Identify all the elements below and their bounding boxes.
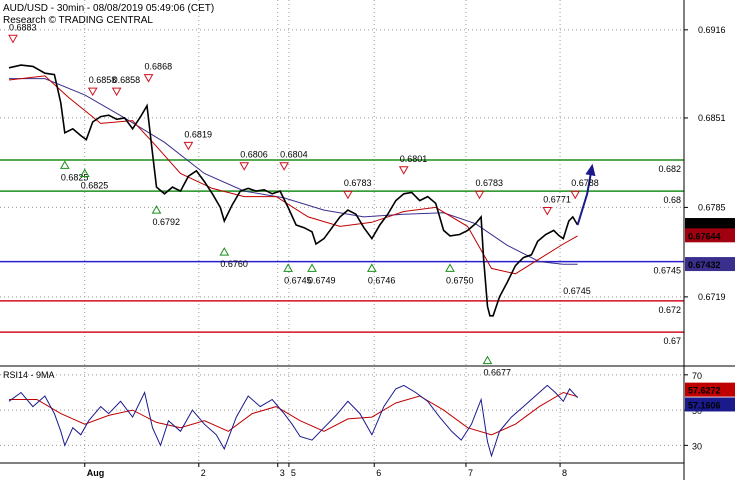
price-badge-label: 0.67644 bbox=[688, 231, 721, 241]
price-badge-label: 0.6772 bbox=[688, 221, 716, 231]
forecast-arrowhead bbox=[585, 163, 596, 177]
chart-title: AUD/USD - 30min - 08/08/2019 05:49:06 (C… bbox=[3, 3, 214, 14]
price-badge-label: 0.67432 bbox=[688, 260, 721, 270]
rsi-badge-label: 57.1606 bbox=[688, 400, 721, 410]
trough-marker bbox=[283, 263, 293, 272]
price-tick-label: 0.6785 bbox=[698, 202, 726, 212]
rsi-badge-label: 57.6272 bbox=[688, 386, 721, 396]
trough-label: 0.6750 bbox=[446, 275, 474, 285]
time-tick-label: 2 bbox=[201, 468, 206, 478]
peak-marker bbox=[143, 74, 154, 83]
level-label: 0.67 bbox=[663, 336, 681, 346]
peak-label: 0.6783 bbox=[476, 178, 504, 188]
ma-fast-line bbox=[8, 75, 578, 275]
peak-marker bbox=[183, 141, 194, 151]
peak-label: 0.6804 bbox=[280, 150, 308, 160]
peak-marker bbox=[398, 166, 409, 175]
time-axis: Aug 2 3 5 6 7 8 bbox=[84, 463, 567, 478]
peak-label: 0.6801 bbox=[400, 154, 428, 164]
peak-marker bbox=[87, 87, 98, 97]
peak-label: 0.6819 bbox=[184, 129, 212, 139]
price-badge-ma_slow bbox=[685, 257, 735, 272]
trough-label: 0.6745 bbox=[284, 275, 312, 285]
rsi-tick-label: 70 bbox=[692, 371, 702, 381]
trough-label: 0.6677 bbox=[483, 368, 511, 378]
level-labels: 0.682 0.68 0.6745 0.672 0.67 bbox=[653, 164, 681, 346]
time-tick-label: 7 bbox=[468, 468, 473, 478]
rsi-badge-rsi_ma bbox=[685, 382, 735, 397]
price-badge-ma_fast bbox=[685, 228, 735, 243]
rsi-line bbox=[8, 384, 578, 458]
level-label: 0.6745 bbox=[653, 266, 681, 276]
rsi-badge-rsi bbox=[685, 397, 735, 412]
peak-label: 0.6783 bbox=[344, 178, 372, 188]
time-tick-label: 6 bbox=[376, 468, 381, 478]
ma-slow-line bbox=[9, 78, 578, 265]
forecast-line bbox=[576, 166, 593, 226]
price-line bbox=[8, 64, 579, 317]
value-annotation: 0.6745 bbox=[563, 286, 591, 296]
trough-marker bbox=[307, 263, 317, 272]
peak-label: 0.6788 bbox=[571, 178, 599, 188]
peak-label: 0.6806 bbox=[240, 150, 268, 160]
peak-label: 0.6858 bbox=[89, 75, 117, 85]
peak-marker bbox=[542, 206, 553, 216]
level-label: 0.672 bbox=[658, 305, 681, 315]
peak-marker bbox=[279, 162, 289, 171]
trough-marker bbox=[79, 168, 90, 178]
time-tick-label: 5 bbox=[291, 468, 296, 478]
forecast-arrow bbox=[576, 163, 596, 226]
peak-marker bbox=[8, 34, 18, 44]
peak-marker bbox=[474, 190, 485, 200]
price-tick-label: 0.6719 bbox=[698, 292, 726, 302]
rsi-tick-label: 30 bbox=[692, 441, 702, 451]
trough-marker bbox=[445, 263, 455, 272]
price-tick-label: 0.6916 bbox=[698, 25, 726, 35]
peak-label: 0.6858 bbox=[113, 75, 141, 85]
peak-label: 0.6868 bbox=[145, 62, 173, 72]
chart-subtitle: Research © TRADING CENTRAL bbox=[3, 15, 153, 26]
rsi-ma-line bbox=[9, 391, 578, 436]
trough-marker bbox=[219, 247, 230, 256]
price-tick-label: 0.6851 bbox=[698, 113, 726, 123]
trough-marker bbox=[366, 263, 377, 272]
moving-averages bbox=[8, 75, 578, 275]
rsi-series bbox=[8, 384, 578, 458]
peak-label: 0.6771 bbox=[543, 194, 571, 204]
level-label: 0.68 bbox=[663, 195, 681, 205]
trough-marker bbox=[482, 355, 493, 365]
peak-marker bbox=[343, 190, 353, 200]
trough-label: 0.6825 bbox=[61, 172, 89, 182]
time-tick-label: Aug bbox=[87, 468, 105, 478]
trough-label: 0.6749 bbox=[308, 275, 336, 285]
trough-label: 0.6760 bbox=[220, 259, 248, 269]
time-tick-label: 8 bbox=[562, 468, 567, 478]
peak-marker bbox=[570, 190, 581, 200]
peak-marker bbox=[111, 87, 122, 97]
level-label: 0.682 bbox=[658, 164, 681, 174]
peak-label: 0.6883 bbox=[9, 22, 37, 32]
peak-marker bbox=[239, 162, 250, 171]
price-axis: 0.6916 0.6851 0.6785 0.6719 bbox=[684, 25, 726, 302]
trough-label: 0.6746 bbox=[368, 275, 396, 285]
trough-label: 0.6792 bbox=[153, 217, 181, 227]
trough-marker bbox=[151, 205, 162, 214]
trough-label: 0.6825 bbox=[81, 181, 109, 191]
price-series bbox=[8, 64, 579, 317]
trough-marker bbox=[59, 160, 70, 169]
rsi-title: RSI14 - 9MA bbox=[3, 370, 55, 380]
time-tick-label: 3 bbox=[280, 468, 285, 478]
level-lines bbox=[0, 159, 684, 333]
